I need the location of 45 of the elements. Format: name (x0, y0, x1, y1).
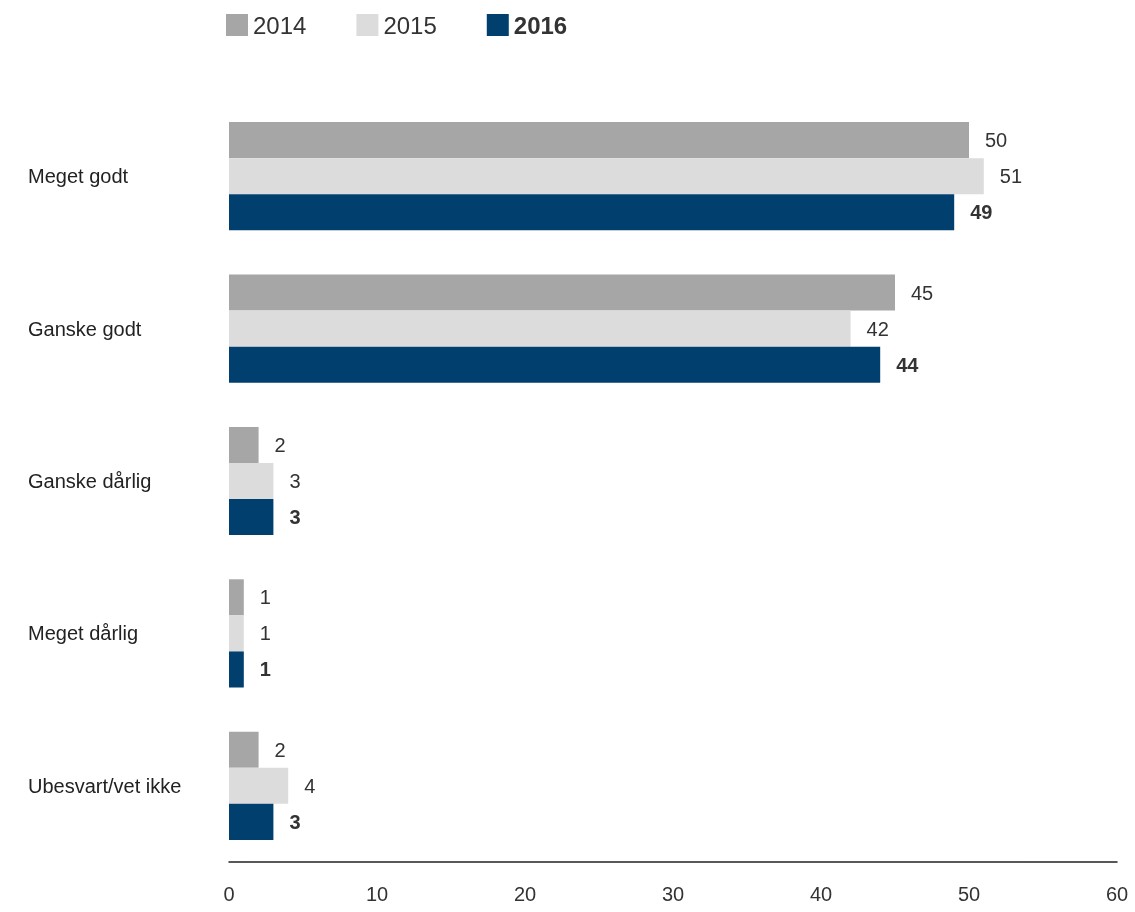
x-tick-label: 20 (513, 883, 537, 905)
bar (229, 615, 244, 652)
data-label: 44 (896, 353, 920, 376)
data-label: 42 (866, 317, 889, 340)
data-label: 49 (970, 201, 993, 224)
bar (229, 310, 851, 347)
bar (229, 426, 259, 463)
y-tick-label: Meget dårlig (28, 622, 139, 645)
x-tick-label: 0 (223, 883, 235, 905)
data-label: 3 (289, 506, 301, 529)
bar (229, 462, 274, 500)
legend-label: 2014 (253, 11, 307, 39)
bar (229, 122, 969, 159)
data-label: 51 (999, 165, 1023, 188)
data-label: 45 (911, 281, 934, 304)
bar (229, 499, 274, 536)
data-label: 1 (259, 622, 271, 645)
data-label: 3 (289, 470, 301, 492)
y-tick-label: Ubesvart/vet ikke (28, 774, 182, 797)
x-tick-label: 50 (957, 883, 981, 905)
x-tick-label: 40 (809, 883, 833, 905)
data-label: 1 (259, 586, 271, 609)
bar (229, 767, 289, 804)
y-tick-label: Meget godt (28, 165, 129, 188)
data-label: 50 (985, 129, 1008, 152)
y-tick-label: Ganske godt (28, 317, 142, 340)
y-tick-label: Ganske dårlig (28, 470, 152, 492)
bar (229, 651, 244, 688)
legend-label: 2015 (383, 11, 437, 39)
bar (229, 731, 259, 768)
bar (229, 346, 881, 383)
data-label: 2 (274, 433, 286, 456)
legend-label: 2016 (513, 11, 568, 39)
data-label: 2 (274, 738, 286, 761)
bar (229, 158, 984, 195)
x-tick-label: 10 (365, 883, 389, 905)
bar (229, 194, 955, 231)
bar (229, 579, 244, 616)
x-tick-label: 60 (1105, 883, 1129, 905)
bar (229, 803, 274, 840)
data-label: 3 (289, 810, 301, 833)
x-tick-label: 30 (661, 883, 685, 905)
bar (229, 274, 895, 311)
data-label: 1 (259, 658, 271, 681)
data-label: 4 (304, 774, 316, 797)
